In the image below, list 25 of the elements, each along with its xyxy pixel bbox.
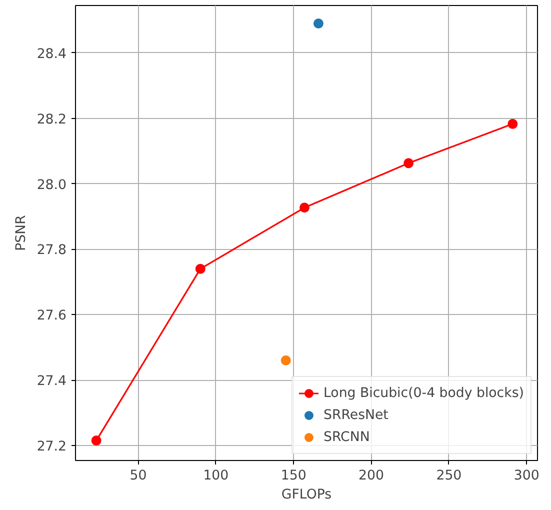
y-tick-label: 27.6 xyxy=(36,308,67,324)
x-tick-label: 50 xyxy=(130,468,147,484)
y-axis-title: PSNR xyxy=(14,215,29,251)
y-tick-label: 27.2 xyxy=(36,439,67,454)
y-tick-label: 28.0 xyxy=(36,178,67,193)
x-tick-label: 300 xyxy=(514,468,540,484)
x-tick-label: 100 xyxy=(203,468,229,484)
legend-label: SRResNet xyxy=(323,408,388,422)
point xyxy=(313,18,324,28)
x-tick-label: 200 xyxy=(358,468,384,484)
x-axis-title: GFLOPs xyxy=(281,488,332,502)
y-tick-label: 28.2 xyxy=(36,112,67,128)
point xyxy=(91,436,102,446)
x-tick-label: 150 xyxy=(280,468,306,484)
point xyxy=(299,202,310,213)
x-tick-label: 250 xyxy=(436,468,462,484)
point xyxy=(404,158,414,168)
point xyxy=(280,355,291,366)
point xyxy=(195,264,206,274)
legend-label: Long Bicubic(0-4 body blocks) xyxy=(323,386,524,400)
y-tick-label: 27.4 xyxy=(36,374,67,390)
y-tick-label: 27.8 xyxy=(36,243,67,258)
legend-label: SRCNN xyxy=(323,430,370,444)
y-tick-label: 28.4 xyxy=(36,46,67,62)
point xyxy=(508,118,518,129)
